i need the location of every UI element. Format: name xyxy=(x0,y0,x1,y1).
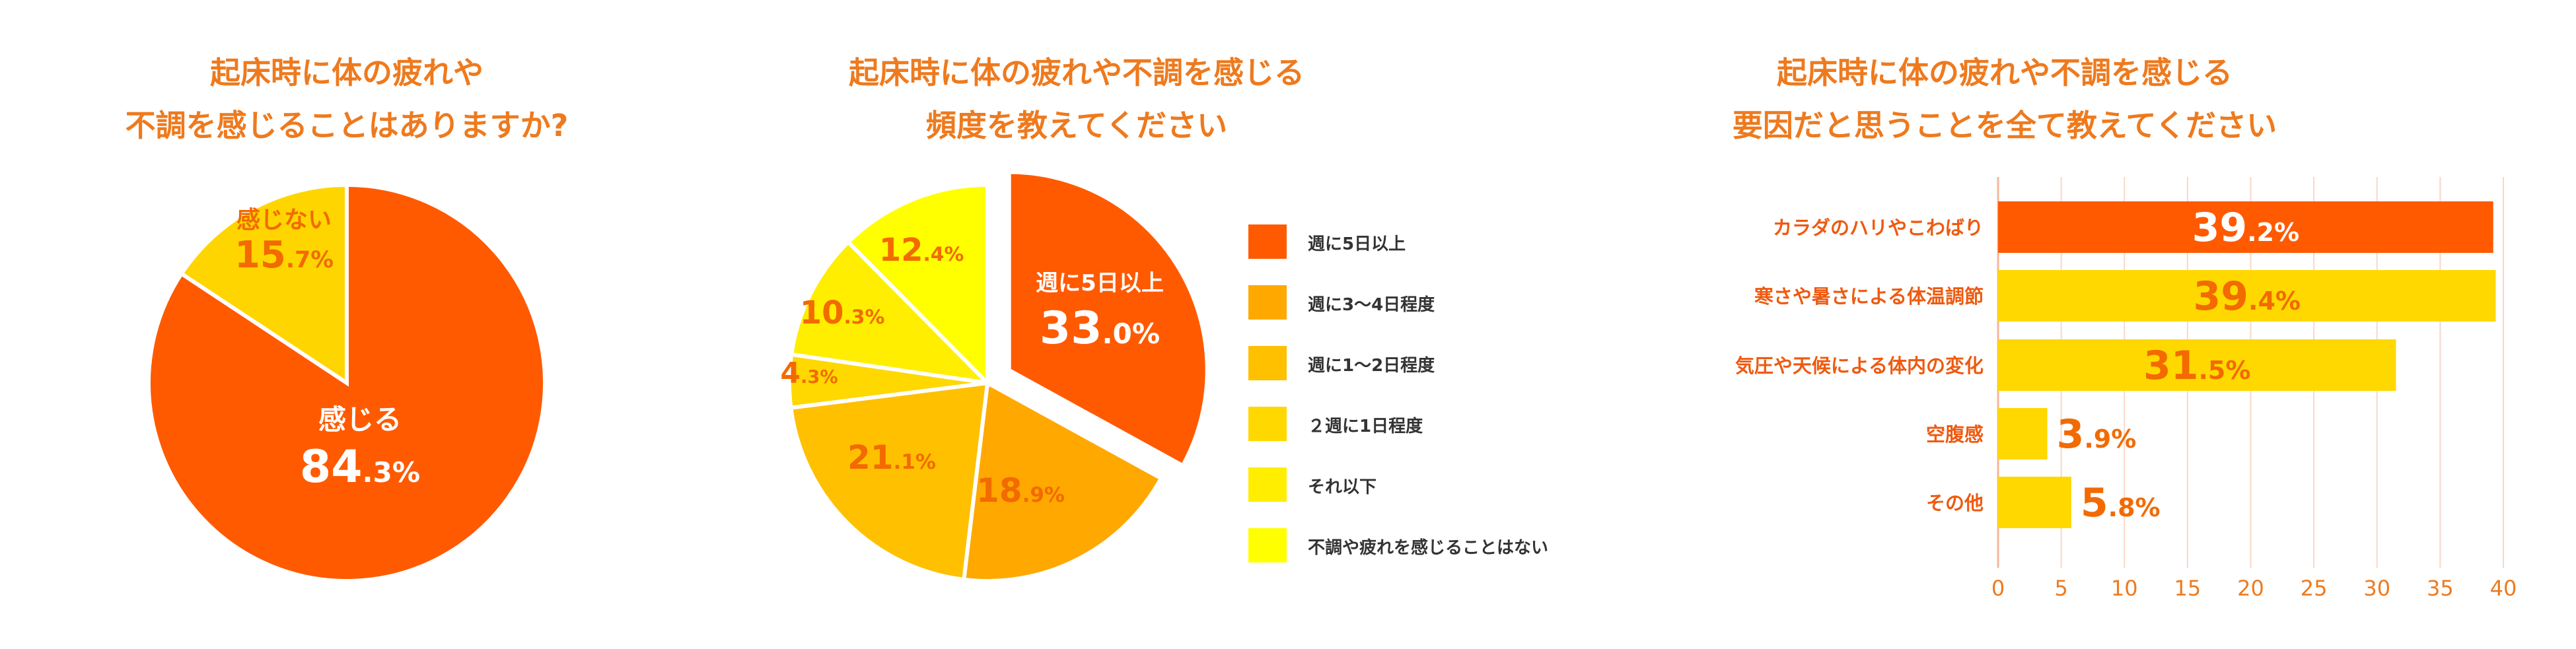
bar-3-xtick-4: 20 xyxy=(2237,576,2264,601)
bar-3-xtick-2: 10 xyxy=(2111,576,2138,601)
chart-title-1-line-2: 不調を感じることはありますか? xyxy=(125,108,569,143)
bar-3-category-1: 寒さや暑さによる体温調節 xyxy=(1754,285,1984,308)
pie-2-legend-swatch-4 xyxy=(1248,467,1287,502)
bar-3-value-0: 39.2% xyxy=(2192,205,2299,251)
pie-chart-2: 週に5日以上 33.0% 18.9% 21.1% 4.3% 10.3% 12.4% 週に5日以… xyxy=(780,170,1548,583)
pie-2-value-1: 18.9% xyxy=(976,471,1065,510)
pie-2-legend-label-2: 週に1〜2日程度 xyxy=(1308,355,1435,376)
bar-3-category-4: その他 xyxy=(1926,492,1984,514)
bar-3-xtick-7: 35 xyxy=(2427,576,2454,601)
bar-3-value-2: 31.5% xyxy=(2143,343,2250,389)
pie-2-legend-swatch-0 xyxy=(1248,224,1287,259)
bar-3-bar-1 xyxy=(1998,270,2496,322)
chart-title-3-line-1: 起床時に体の疲れや不調を感じる xyxy=(1777,55,2233,90)
pie-1-value-0: 84.3% xyxy=(300,441,420,493)
pie-2-legend-label-4: それ以下 xyxy=(1308,477,1377,497)
pie-2-legend-swatch-1 xyxy=(1248,285,1287,320)
pie-2-slice-1 xyxy=(961,380,1164,583)
pie-1-label-0: 感じる xyxy=(318,403,402,436)
pie-1-slice-1 xyxy=(178,182,349,387)
chart-title-2-line-2: 頻度を教えてください xyxy=(925,108,1228,143)
bar-3-bar-4 xyxy=(1998,477,2071,528)
pie-2-slice-2 xyxy=(789,380,990,582)
pie-2-legend-label-3: ２週に1日程度 xyxy=(1308,416,1423,436)
pie-2-slice-4 xyxy=(789,239,993,386)
pie-2-slice-0 xyxy=(1007,170,1209,469)
bar-3-value-4: 5.8% xyxy=(2081,480,2161,526)
bar-3-bar-0 xyxy=(1998,201,2493,253)
chart-title-1: 起床時に体の疲れや 不調を感じることはありますか? xyxy=(0,46,694,152)
bar-3-category-3: 空腹感 xyxy=(1926,423,1984,446)
chart-title-2-line-1: 起床時に体の疲れや不調を感じる xyxy=(849,55,1305,90)
pie-1-value-1: 15.7% xyxy=(234,234,334,277)
chart-title-3-line-2: 要因だと思うことを全て教えてください xyxy=(1732,108,2277,143)
bar-3-xtick-5: 25 xyxy=(2301,576,2328,601)
bar-3-xtick-6: 30 xyxy=(2363,576,2390,601)
bar-3-bar-3 xyxy=(1998,408,2048,460)
bar-3-category-0: カラダのハリやこわばり xyxy=(1773,217,1984,239)
pie-2-legend-label-0: 週に5日以上 xyxy=(1308,234,1406,254)
bar-3-xtick-3: 15 xyxy=(2174,576,2201,601)
bar-3-bar-2 xyxy=(1998,339,2396,391)
pie-2-value-2: 21.1% xyxy=(847,438,936,477)
bar-3-category-2: 気圧や天候による体内の変化 xyxy=(1735,355,1984,377)
bar-3-xtick-1: 5 xyxy=(2054,576,2067,601)
pie-2-label-0: 週に5日以上 xyxy=(1036,270,1164,296)
pie-2-value-4: 10.3% xyxy=(800,294,885,331)
chart-panel-3: 起床時に体の疲れや不調を感じる 要因だと思うことを全て教えてください 0 5 10 1… xyxy=(1638,0,2576,649)
pie-2-legend-swatch-3 xyxy=(1248,407,1287,441)
pie-2-legend-label-1: 週に3〜4日程度 xyxy=(1308,294,1435,315)
bar-3-value-3: 3.9% xyxy=(2057,411,2137,458)
chart-title-2: 起床時に体の疲れや不調を感じる 頻度を教えてください xyxy=(746,46,1407,152)
pie-2-slice-5 xyxy=(845,182,989,388)
bar-3-value-1: 39.4% xyxy=(2194,273,2301,320)
pie-2-legend-swatch-5 xyxy=(1248,528,1287,563)
chart-panel-1: 起床時に体の疲れや 不調を感じることはありますか? 感じる 84.3% 感じない 15… xyxy=(0,0,694,649)
pie-2-value-5: 12.4% xyxy=(879,232,964,269)
bar-3-xtick-0: 0 xyxy=(1991,576,2005,601)
pie-2-value-3: 4.3% xyxy=(780,357,838,390)
chart-title-1-line-1: 起床時に体の疲れや xyxy=(210,55,483,90)
bar-3-xtick-8: 40 xyxy=(2490,576,2517,601)
pie-2-legend-label-5: 不調や疲れを感じることはない xyxy=(1308,537,1548,558)
pie-1-label-1: 感じない xyxy=(236,207,332,234)
chart-panel-2: 起床時に体の疲れや不調を感じる 頻度を教えてください 週に5日以上 33.0% 18… xyxy=(746,0,1605,649)
pie-2-legend-swatch-2 xyxy=(1248,346,1287,380)
bar-chart-3: 0 5 10 15 20 25 30 35 40 カラダのハリやこわばり 39.2% 寒さや暑さによる… xyxy=(1735,177,2517,601)
pie-2-value-0: 33.0% xyxy=(1040,302,1160,355)
chart-title-3: 起床時に体の疲れや不調を感じる 要因だと思うことを全て教えてください xyxy=(1638,46,2371,152)
